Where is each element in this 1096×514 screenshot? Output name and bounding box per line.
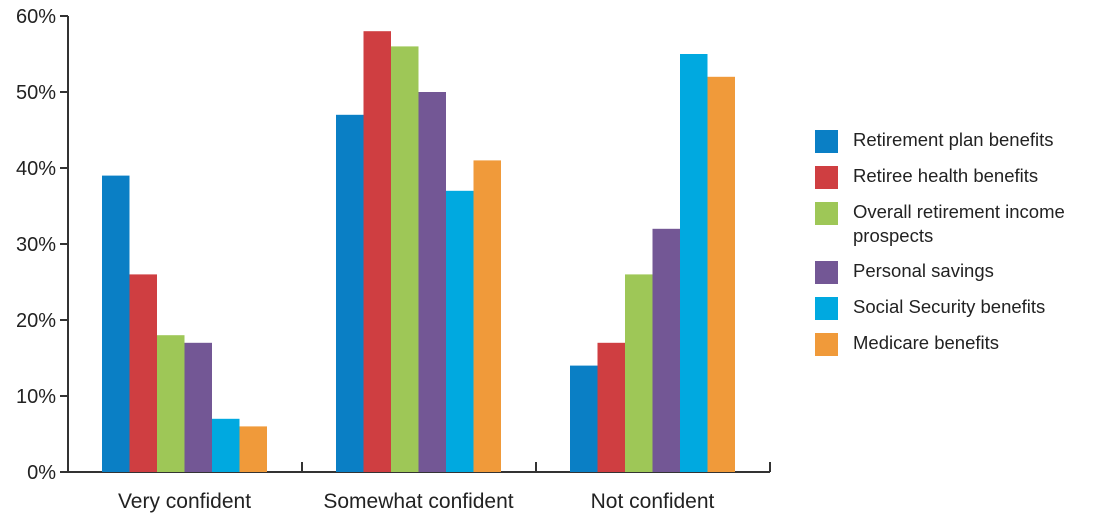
bar [336, 114, 364, 473]
bar [625, 274, 653, 472]
y-tick-label: 10% [16, 386, 56, 408]
bar [418, 92, 446, 472]
x-category-label: Somewhat confident [323, 490, 513, 513]
y-tick-label: 50% [16, 82, 56, 104]
bar [102, 175, 130, 472]
bar [652, 228, 680, 472]
bar [184, 342, 212, 472]
legend-item: Retirement plan benefits [815, 128, 1096, 153]
bar [570, 365, 598, 472]
y-axis: 0% 10% 20% 30% 40% 50% 60% [16, 6, 69, 484]
bar [707, 76, 735, 473]
bars [102, 31, 735, 473]
bar [363, 31, 391, 472]
x-category-label: Very confident [118, 490, 251, 513]
legend-label: Retirement plan benefits [853, 129, 1054, 150]
y-tick-label: 20% [16, 310, 56, 332]
y-tick-label: 30% [16, 234, 56, 256]
bar [446, 190, 474, 473]
bar [680, 54, 708, 472]
legend-label: Personal savings [853, 260, 994, 281]
legend-label: Overall retirement income prospects [853, 201, 1065, 246]
legend-item: Personal savings [815, 259, 1096, 284]
bar [212, 418, 240, 472]
legend-swatch [815, 261, 838, 284]
legend-item: Medicare benefits [815, 331, 1096, 356]
y-tick-label: 40% [16, 158, 56, 180]
legend-label: Social Security benefits [853, 296, 1046, 317]
legend-swatch [815, 202, 838, 225]
legend-item: Overall retirement income prospects [815, 200, 1096, 248]
legend-swatch [815, 130, 838, 153]
bar [239, 426, 267, 472]
legend-swatch [815, 166, 838, 189]
bar [129, 274, 157, 472]
legend-swatch [815, 333, 838, 356]
legend-label: Retiree health benefits [853, 165, 1039, 186]
x-category-label: Not confident [591, 490, 715, 513]
legend-item: Retiree health benefits [815, 164, 1096, 189]
legend-item: Social Security benefits [815, 295, 1096, 320]
legend-label: Medicare benefits [853, 332, 1000, 353]
bar [157, 335, 185, 472]
bar [473, 160, 501, 472]
bar [597, 342, 625, 472]
y-tick-label: 0% [27, 462, 56, 484]
legend-swatch [815, 297, 838, 320]
bar [391, 46, 419, 473]
y-tick-label: 60% [16, 6, 56, 28]
legend: Retirement plan benefits Retiree health b… [815, 128, 1096, 367]
